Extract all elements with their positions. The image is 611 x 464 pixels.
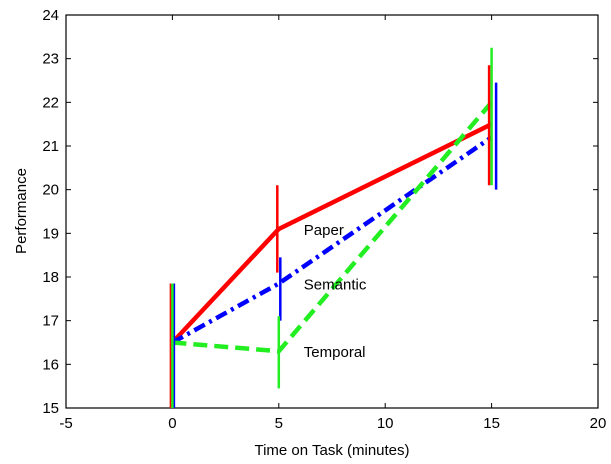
x-tick-label-0: -5 [59,415,72,432]
series-label-semantic: Semantic [304,277,367,294]
series-labels: Paper Semantic Temporal [304,222,367,361]
y-tick-label-1: 16 [42,356,59,373]
x-tick-label-2: 5 [275,415,283,432]
x-axis-title: Time on Task (minutes) [254,442,409,459]
error-bars [169,47,498,408]
x-tick-label-5: 20 [590,415,607,432]
x-tick-label-1: 0 [168,415,176,432]
y-tick-label-6: 21 [42,138,59,155]
plot-area-frame [65,14,599,409]
series-label-paper: Paper [304,222,344,239]
y-tick-label-7: 22 [42,94,59,111]
y-tick-label-5: 20 [42,182,59,199]
y-tick-label-9: 24 [42,7,59,24]
series-line-paper [170,122,493,345]
axis-tick-labels: -5 0 5 10 15 20 15 16 17 18 19 20 21 22 23 24 [42,7,606,432]
y-tick-label-2: 17 [42,313,59,330]
x-tick-label-4: 15 [483,415,500,432]
y-tick-label-3: 18 [42,269,59,286]
axis-ticks [65,14,599,409]
series-label-temporal: Temporal [304,344,366,361]
y-axis-title: Performance [13,168,30,254]
y-tick-label-0: 15 [42,400,59,417]
y-tick-label-4: 19 [42,225,59,242]
x-tick-label-3: 10 [377,415,394,432]
y-tick-label-8: 23 [42,51,59,68]
